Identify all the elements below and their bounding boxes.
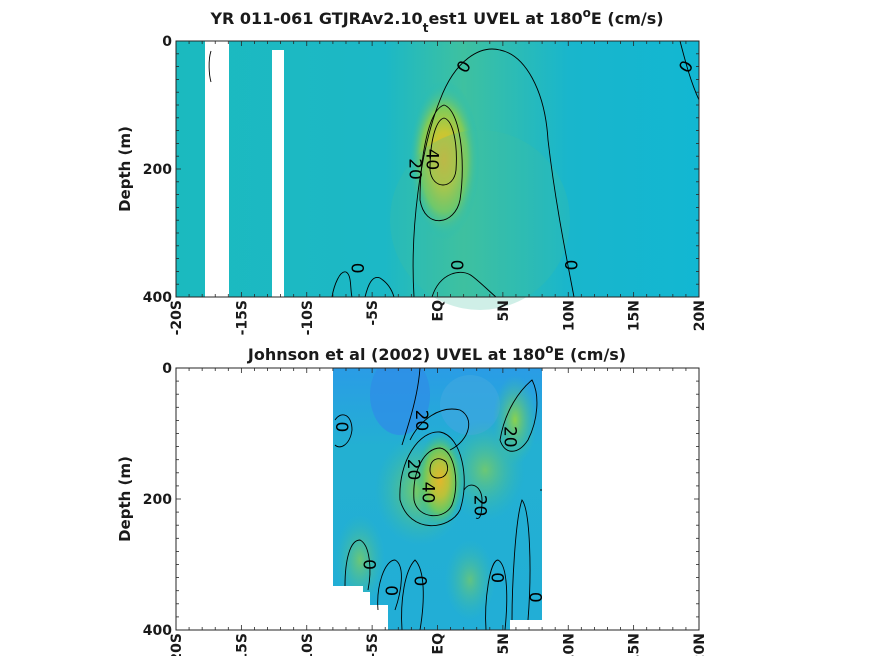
contour-label: 40 xyxy=(421,149,441,171)
contour-label: 20 xyxy=(470,495,490,517)
contour-label: 0 xyxy=(359,559,379,570)
panel-bottom-contours xyxy=(334,367,542,631)
panel-bottom-ylabel: Depth (m) xyxy=(116,456,134,542)
contour-label: 0 xyxy=(487,572,507,583)
y-tick-label: 400 xyxy=(143,623,172,639)
x-tick-label: EQ xyxy=(431,633,447,655)
y-tick-label: 200 xyxy=(143,492,172,508)
contour-label: 20 xyxy=(500,426,520,448)
panel-bottom-field xyxy=(333,368,542,630)
panel-top: YR 011-061 GTJRAv2.10test1 UVEL at 180oE… xyxy=(116,6,708,335)
x-tick-label: 15N xyxy=(627,300,643,331)
contour-label: 20 xyxy=(404,158,424,180)
contour-label: 0 xyxy=(347,263,367,274)
x-tick-label: 15N xyxy=(627,633,643,656)
contour-label: 0 xyxy=(331,422,351,433)
x-tick-label: -10S xyxy=(300,300,316,335)
x-tick-label: 5N xyxy=(496,633,512,654)
contour-label: 0 xyxy=(446,260,466,271)
x-tick-label: 20N xyxy=(692,633,708,656)
panel-top-ylabel: Depth (m) xyxy=(116,126,134,212)
x-tick-label: EQ xyxy=(431,300,447,322)
panel-bottom-title: Johnson et al (2002) UVEL at 180oE (cm/s… xyxy=(247,342,626,364)
contour-label: 0 xyxy=(525,592,545,603)
panel-top-x-ticks: -20S -15S -10S -5S EQ 5N 10N 15N 20N xyxy=(169,41,708,335)
contour-label: 0 xyxy=(381,585,401,596)
panel-bottom: Johnson et al (2002) UVEL at 180oE (cm/s… xyxy=(116,342,708,656)
x-tick-label: -15S xyxy=(234,633,250,656)
contour-label: 20 xyxy=(411,410,431,432)
x-tick-label: 20N xyxy=(692,300,708,331)
panel-bottom-x-ticks: -20S -15S -10S -5S EQ 5N 10N 15N 20N xyxy=(169,368,708,656)
x-tick-label: 10N xyxy=(561,633,577,656)
y-tick-label: 0 xyxy=(162,361,172,377)
y-tick-label: 0 xyxy=(162,34,172,50)
y-tick-label: 400 xyxy=(143,290,172,306)
panel-top-field xyxy=(176,41,699,310)
contour-label: 0 xyxy=(410,575,430,586)
contour-label: 0 xyxy=(560,260,580,271)
contour-label: 40 xyxy=(417,482,437,504)
x-tick-label: -15S xyxy=(234,300,250,335)
x-tick-label: -5S xyxy=(365,633,381,656)
x-tick-label: 10N xyxy=(561,300,577,331)
panel-top-title: YR 011-061 GTJRAv2.10test1 UVEL at 180oE… xyxy=(209,6,663,35)
x-tick-label: -20S xyxy=(169,633,185,656)
x-tick-label: -10S xyxy=(300,633,316,656)
x-tick-label: -20S xyxy=(169,300,185,335)
y-tick-label: 200 xyxy=(143,162,172,178)
panel-top-contours xyxy=(208,40,700,298)
x-tick-label: 5N xyxy=(496,300,512,321)
x-tick-label: -5S xyxy=(365,300,381,326)
contour-label: 20 xyxy=(403,459,423,481)
